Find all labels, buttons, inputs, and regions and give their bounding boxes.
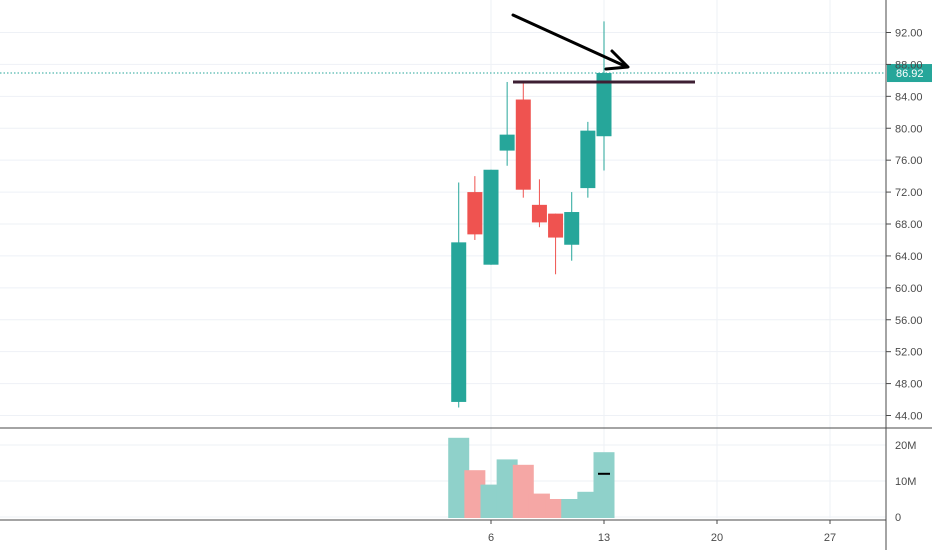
- grid: [0, 0, 886, 518]
- candle-body: [467, 192, 483, 235]
- arrow-shaft: [511, 13, 629, 69]
- volume-bar: [480, 484, 502, 518]
- last-price-badge: [887, 64, 932, 83]
- volume-bar: [545, 499, 567, 518]
- price-tick-label: 60.00: [895, 283, 923, 295]
- price-tick-label: 44.00: [895, 411, 923, 423]
- candle-body: [580, 130, 596, 189]
- volume-bar: [448, 437, 470, 518]
- volume-bar: [496, 459, 518, 518]
- volume-bar: [593, 452, 615, 518]
- volume-bar: [528, 493, 550, 518]
- price-tick-label: 80.00: [895, 123, 923, 135]
- last-price-label: 86.92: [896, 68, 924, 80]
- candle-body: [515, 99, 531, 190]
- price-tick-label: 52.00: [895, 347, 923, 359]
- time-tick-label: 20: [711, 532, 723, 544]
- price-tick-label: 64.00: [895, 251, 923, 263]
- time-tick-label: 27: [824, 532, 836, 544]
- price-tick-label: 88.00: [895, 59, 923, 71]
- price-tick-label: 76.00: [895, 155, 923, 167]
- price-tick-label: 48.00: [895, 379, 923, 391]
- arrow-head: [604, 49, 630, 71]
- candle-body: [483, 169, 499, 265]
- candle-body: [499, 134, 515, 151]
- candle-body: [451, 242, 467, 402]
- volume-bar: [464, 470, 486, 518]
- price-tick-label: 56.00: [895, 315, 923, 327]
- candles: [451, 21, 612, 408]
- annotations: 86.92: [0, 13, 932, 84]
- time-tick-label: 13: [598, 532, 610, 544]
- candle-body: [564, 212, 580, 245]
- volume-bar: [561, 499, 583, 518]
- price-tick-label: 84.00: [895, 91, 923, 103]
- time-tick-label: 6: [488, 532, 494, 544]
- candle-body: [548, 213, 564, 238]
- price-tick-label: 92.00: [895, 28, 923, 40]
- volume-bar: [577, 491, 599, 518]
- price-tick-label: 72.00: [895, 187, 923, 199]
- volume-bar: [512, 464, 534, 518]
- volume-tick-label: 20M: [895, 440, 916, 452]
- volume-bars: [448, 437, 615, 518]
- price-tick-label: 68.00: [895, 219, 923, 231]
- volume-tick-label: 0: [895, 512, 901, 524]
- candle-body: [596, 73, 612, 137]
- candle-body: [531, 204, 547, 223]
- volume-tick-label: 10M: [895, 476, 916, 488]
